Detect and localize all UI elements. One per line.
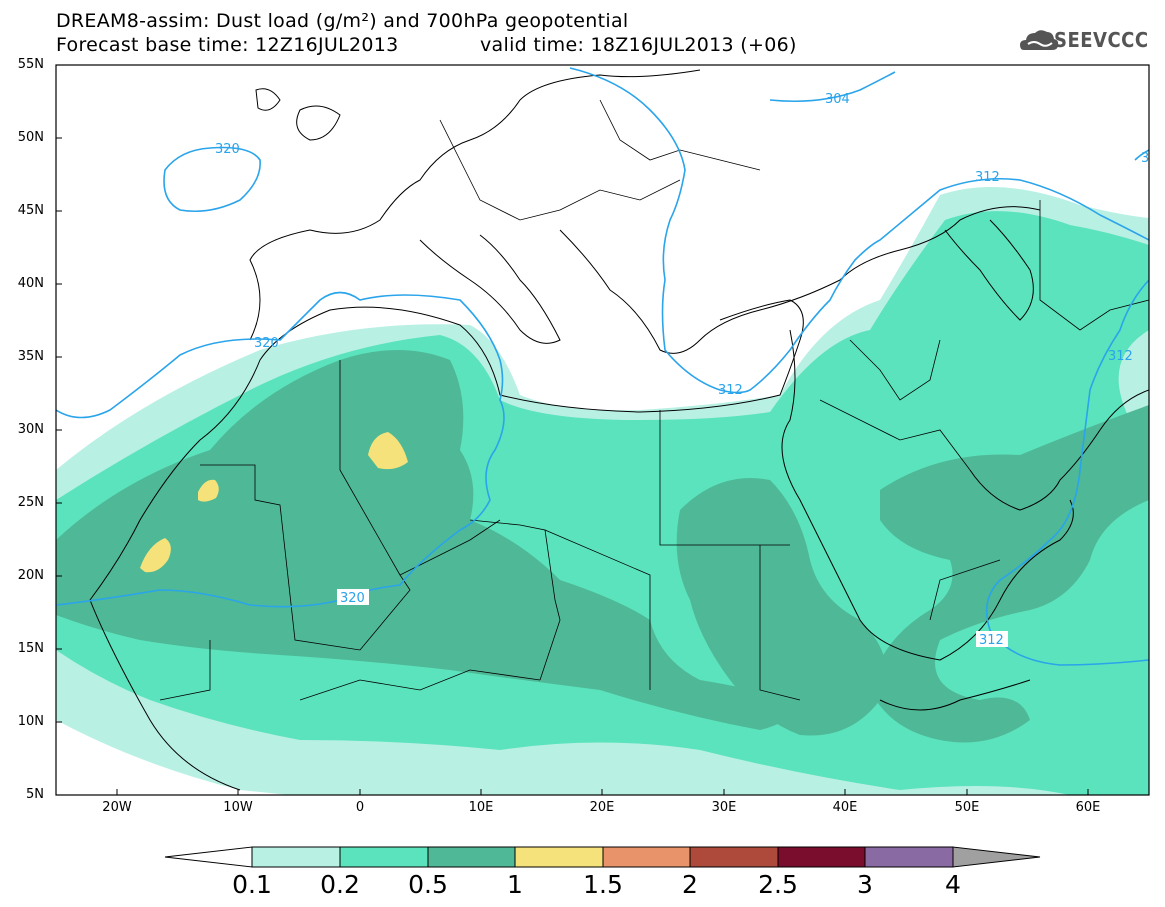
dust-patch-1.0-coast: [140, 538, 171, 573]
colorbar-segment: [777, 846, 866, 868]
lat-label: 40N: [17, 276, 44, 291]
contour-label: 312: [975, 170, 1000, 185]
colorbar-segment: [689, 846, 779, 868]
contour-label: 3: [1141, 151, 1149, 166]
colorbar-label: 0.1: [232, 870, 272, 899]
contour-label: 312: [979, 633, 1004, 648]
colorbar: [164, 846, 1041, 868]
colorbar-label: 3: [857, 870, 873, 899]
valid-time: valid time: 18Z16JUL2013 (+06): [480, 34, 797, 56]
lon-label: 20E: [589, 800, 615, 815]
colorbar-segment: [339, 846, 429, 868]
colorbar-segment: [602, 846, 691, 868]
forecast-base-time: Forecast base time: 12Z16JUL2013: [56, 34, 399, 56]
lat-label: 30N: [17, 422, 44, 437]
contour-label: 320: [215, 142, 240, 157]
colorbar-label: 2.5: [758, 870, 798, 899]
colorbar-segment: [164, 846, 253, 868]
lat-label: 15N: [17, 641, 44, 656]
dust-layer-0.5-central: [676, 478, 887, 736]
geopotential-contours: [56, 67, 1149, 666]
lon-label: 20W: [102, 800, 132, 815]
lat-label: 45N: [17, 203, 44, 218]
lat-label: 35N: [17, 349, 44, 364]
dust-patch-1.0-sahara-west: [198, 479, 219, 502]
colorbar-label: 4: [945, 870, 961, 899]
colorbar-label: 1: [507, 870, 523, 899]
lon-label: 40E: [832, 800, 858, 815]
colorbar-segment: [952, 846, 1041, 868]
lon-label: 50E: [954, 800, 980, 815]
contour-label: 320: [254, 336, 279, 351]
country-borders: [159, 99, 1149, 701]
lon-label: 60E: [1075, 800, 1101, 815]
colorbar-segment: [864, 846, 954, 868]
lon-label: 10W: [223, 800, 253, 815]
contour-label: 320: [340, 591, 365, 606]
colorbar-label: 2: [682, 870, 698, 899]
colorbar-label: 0.2: [320, 870, 360, 899]
contour-label: 312: [718, 383, 743, 398]
dust-layer-0.5-west: [56, 350, 792, 730]
axis-ticks: [56, 64, 1089, 795]
lon-label: 0: [355, 800, 365, 815]
contour-label: 304: [825, 92, 850, 107]
lat-label: 20N: [17, 568, 44, 583]
lat-label: 50N: [17, 130, 44, 145]
map-title: DREAM8-assim: Dust load (g/m²) and 700hP…: [56, 10, 629, 32]
dust-patch-1.0-algeria: [368, 432, 408, 470]
lon-label: 10E: [468, 800, 494, 815]
logo-text: SEEVCCC: [1054, 28, 1149, 52]
contour-labels: 304 320 320 320 312 312 312 312 3: [215, 92, 1149, 648]
contour-label: 312: [1108, 349, 1133, 364]
colorbar-label: 1.5: [583, 870, 623, 899]
colorbar-segment: [251, 846, 341, 868]
colorbar-label: 0.5: [408, 870, 448, 899]
lat-label: 5N: [26, 787, 44, 802]
lat-label: 55N: [17, 57, 44, 72]
colorbar-segment: [427, 846, 516, 868]
colorbar-segment: [514, 846, 604, 868]
cloud-logo-icon: [1020, 30, 1059, 50]
lat-label: 25N: [17, 495, 44, 510]
lon-label: 30E: [711, 800, 737, 815]
lat-label: 10N: [17, 714, 44, 729]
